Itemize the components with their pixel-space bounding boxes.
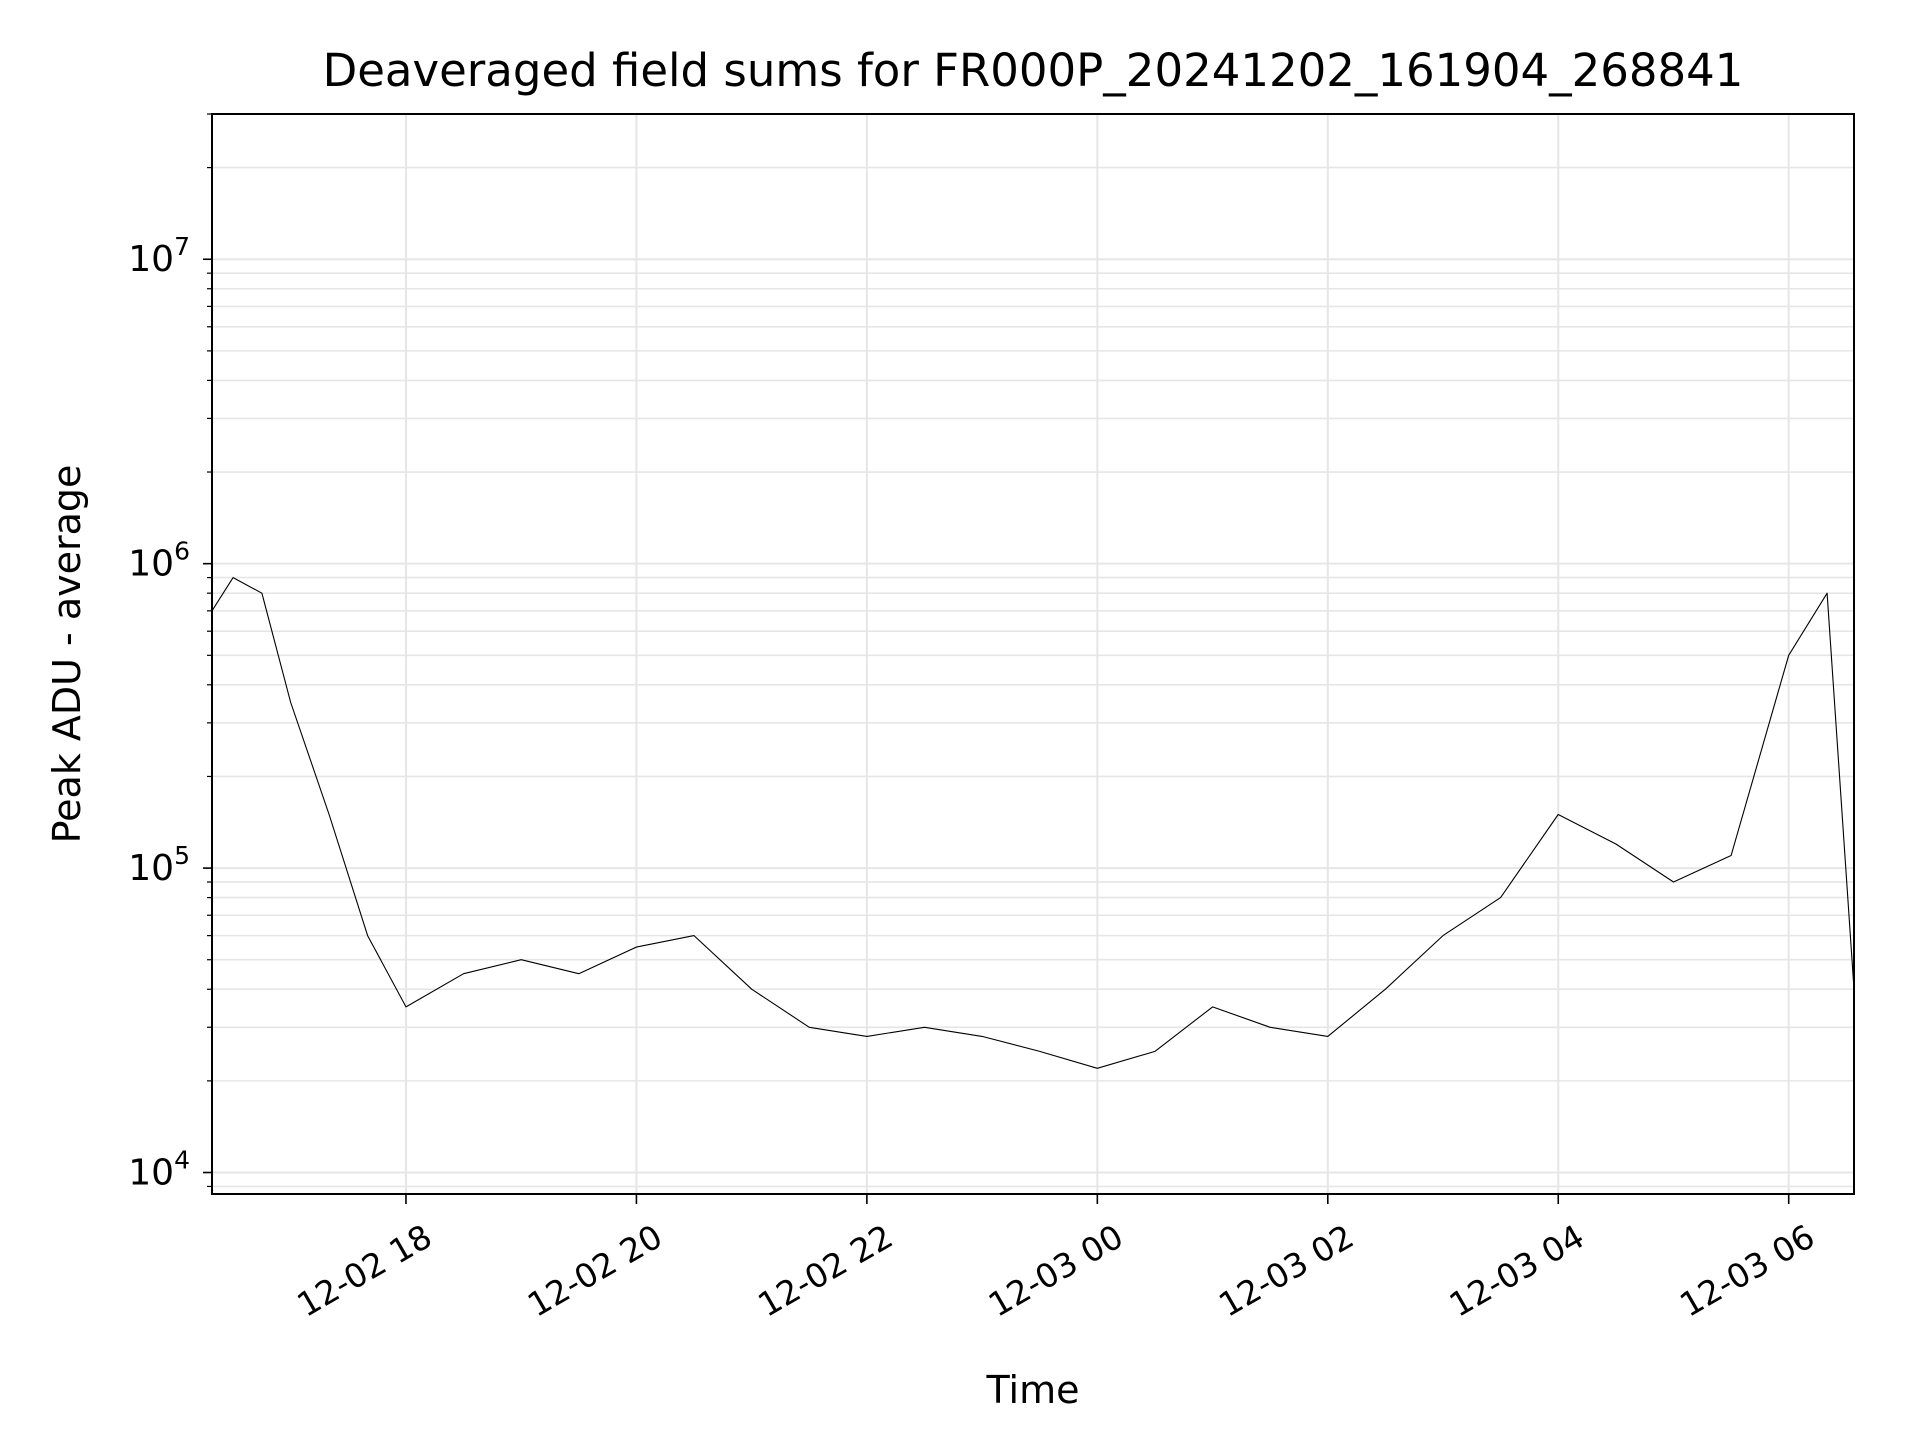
- y-tick-base: 10: [128, 544, 174, 585]
- series-line: [211, 577, 1855, 1069]
- y-tick-exponent: 5: [174, 841, 190, 870]
- y-tick-label: 106: [128, 537, 190, 585]
- y-tick-base: 10: [128, 1153, 174, 1194]
- y-tick-exponent: 7: [174, 232, 190, 261]
- plot-frame: [211, 113, 1855, 1195]
- y-tick-base: 10: [128, 848, 174, 889]
- y-tick-exponent: 6: [174, 537, 190, 566]
- x-axis-label: Time: [986, 1368, 1080, 1412]
- chart-title: Deaveraged field sums for FR000P_2024120…: [323, 44, 1744, 97]
- y-tick-label: 107: [128, 232, 190, 280]
- y-axis-label: Peak ADU - average: [45, 465, 89, 844]
- series-layer: [211, 577, 1855, 1069]
- y-tick-exponent: 4: [174, 1146, 190, 1175]
- y-tick-label: 104: [128, 1146, 190, 1194]
- grid-layer: [212, 113, 1854, 1194]
- y-tick-base: 10: [128, 239, 174, 280]
- y-tick-label: 105: [128, 841, 190, 889]
